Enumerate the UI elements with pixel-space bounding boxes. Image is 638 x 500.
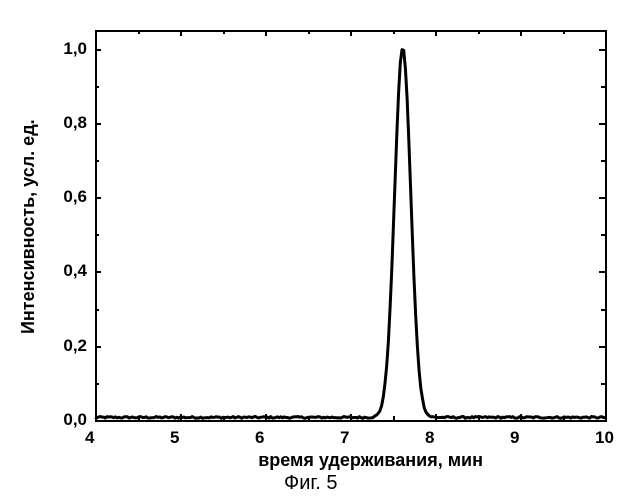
chromatogram-curve — [0, 0, 638, 500]
